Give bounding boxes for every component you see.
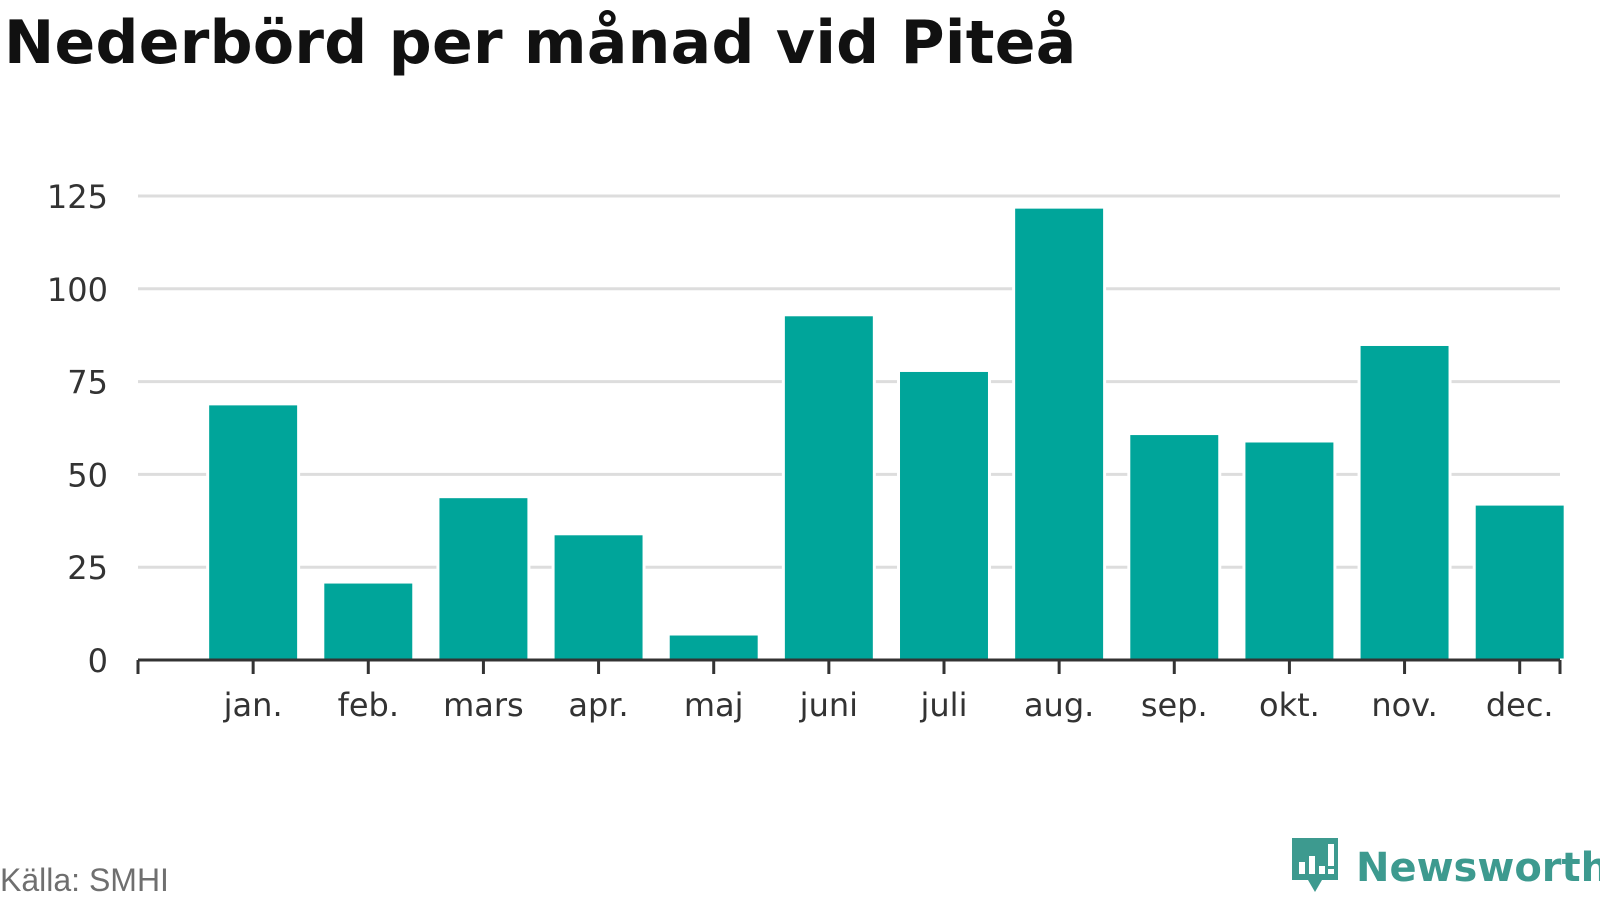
bar-nov — [1357, 342, 1452, 662]
x-tick-label: dec. — [1486, 686, 1554, 724]
bar-maj — [666, 632, 761, 662]
x-tick-label: aug. — [1024, 686, 1094, 724]
y-tick-label: 75 — [67, 364, 108, 402]
source-note: Källa: SMHI — [0, 862, 169, 898]
x-tick-label: sep. — [1141, 686, 1208, 724]
bars — [206, 205, 1567, 662]
bar-juli — [897, 368, 991, 662]
bar-apr — [551, 532, 646, 662]
x-tick-label: juli — [920, 686, 968, 724]
bar-aug — [1012, 205, 1107, 662]
bar-juni — [781, 313, 876, 662]
x-axis — [136, 658, 1562, 674]
x-tick-label: mars — [443, 686, 524, 724]
bar-okt — [1242, 439, 1337, 662]
bar-jan — [206, 402, 301, 662]
y-tick-label: 0 — [88, 642, 108, 680]
bar-sep — [1127, 432, 1222, 662]
brand-name: Newsworthy — [1356, 845, 1600, 891]
y-tick-label: 125 — [47, 178, 108, 216]
y-tick-label: 100 — [47, 271, 108, 309]
x-axis-labels: jan. feb. mars apr. maj juni juli aug. sep. okt. n… — [223, 686, 1554, 724]
bar-chart-speech-bubble-icon — [1290, 836, 1340, 900]
chart-title: Nederbörd per månad vid Piteå — [4, 8, 1077, 78]
x-tick-label: feb. — [338, 686, 399, 724]
y-axis-labels: 0 25 50 75 100 125 — [47, 178, 108, 680]
brand-logo: Newsworthy — [1290, 838, 1600, 898]
x-tick-label: juni — [799, 686, 858, 724]
x-tick-label: maj — [684, 686, 744, 724]
y-tick-label: 25 — [67, 549, 108, 587]
x-tick-label: apr. — [568, 686, 628, 724]
x-tick-label: okt. — [1259, 686, 1320, 724]
x-tick-label: jan. — [223, 686, 283, 724]
bar-feb — [321, 580, 416, 662]
bar-mars — [436, 495, 531, 662]
x-tick-label: nov. — [1371, 686, 1437, 724]
bar-dec — [1472, 502, 1567, 662]
y-tick-label: 50 — [67, 456, 108, 494]
